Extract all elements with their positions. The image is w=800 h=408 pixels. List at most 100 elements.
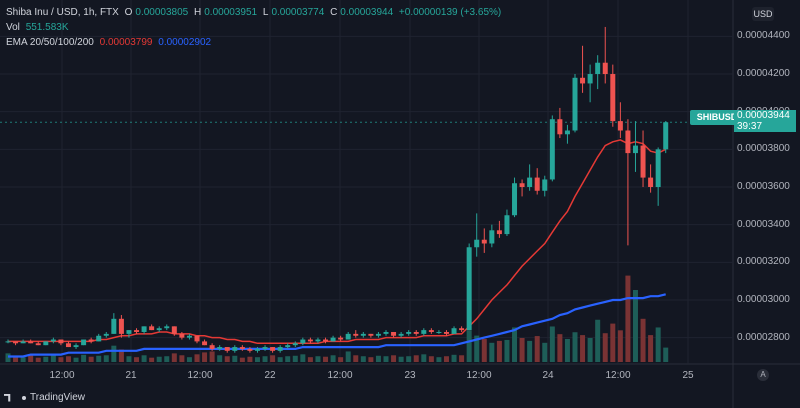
candle-body (504, 215, 510, 235)
volume-bar (73, 357, 79, 362)
candle-body (610, 74, 616, 122)
volume-legend[interactable]: Vol 551.583K (6, 21, 72, 34)
volume-bar (270, 355, 276, 362)
volume-bar (428, 356, 434, 362)
price-tick-label: 0.00003000 (737, 293, 790, 305)
volume-bar (353, 355, 359, 362)
candle-body (171, 326, 177, 334)
volume-bar (285, 356, 291, 362)
volume-bar (640, 318, 646, 362)
candle-body (43, 341, 49, 346)
candle-body (20, 341, 26, 344)
volume-bar (323, 356, 329, 362)
ema-red-value: 0.00003799 (99, 37, 153, 48)
plot-area (0, 0, 733, 364)
candle-body (428, 330, 434, 332)
ema-legend[interactable]: EMA 20/50/100/200 0.00003799 0.00002902 (6, 36, 214, 49)
volume-bar (118, 349, 124, 362)
volume-bar (217, 355, 223, 362)
candle-body (549, 119, 555, 180)
open-label: O (124, 7, 133, 18)
symbol-title[interactable]: Shiba Inu / USD, 1h, FTX (6, 7, 119, 18)
candle-body (186, 335, 192, 338)
candle-body (451, 328, 457, 334)
candle-body (65, 343, 71, 348)
candle-body (126, 330, 132, 334)
volume-bar (648, 335, 654, 362)
candle-body (368, 333, 374, 336)
volume-bar (443, 356, 449, 362)
candle-body (625, 130, 631, 154)
candle-body (542, 179, 548, 191)
volume-bar (375, 355, 381, 362)
candle-body (28, 341, 34, 344)
volume-bar (534, 336, 540, 362)
candle-body (436, 331, 442, 333)
candle-body (307, 339, 313, 342)
volume-bar (527, 340, 533, 362)
volume-bar (572, 332, 578, 362)
currency-unit-button[interactable]: USD (752, 7, 774, 21)
volume-bar (126, 356, 132, 362)
price-tick-label: 0.00003200 (737, 256, 790, 268)
volume-bar (564, 338, 570, 362)
candle-body (239, 347, 245, 349)
candle-body (202, 341, 208, 346)
candle-body (13, 341, 19, 344)
volume-bar (519, 338, 525, 362)
volume-bar (632, 290, 638, 362)
tradingview-logo-dot-icon (22, 395, 26, 400)
candle-body (512, 183, 518, 216)
candle-body (118, 318, 124, 334)
volume-bar (209, 351, 215, 362)
candle-body (406, 331, 412, 334)
volume-bar (134, 357, 140, 362)
candle-body (277, 347, 283, 351)
volume-bar (20, 357, 26, 362)
last-price-label: 0.00003944 39:37 (734, 110, 796, 132)
volume-bar (345, 351, 351, 362)
low-label: L (262, 7, 269, 18)
volume-bar (202, 352, 208, 362)
time-tick-label: 22 (264, 370, 276, 381)
volume-bar (239, 357, 245, 362)
close-label: C (330, 7, 338, 18)
high-label: H (194, 7, 202, 18)
price-tick-label: 0.00003400 (737, 218, 790, 230)
candle-body (587, 74, 593, 84)
volume-bar (164, 356, 170, 362)
volume-bar (307, 357, 313, 362)
candle-body (580, 77, 586, 84)
candle-body (557, 119, 563, 135)
volume-bar (81, 354, 87, 362)
ema-label: EMA 20/50/100/200 (6, 37, 94, 48)
candle-body (5, 341, 11, 343)
volume-bar (50, 354, 56, 362)
candle-body (134, 330, 140, 332)
auto-scale-button[interactable]: A (757, 369, 769, 381)
candle-body (58, 339, 64, 344)
volume-bar (489, 342, 495, 362)
symbol-tag: SHIBUSD (690, 110, 744, 125)
volume-bar (481, 338, 487, 362)
candle-body (194, 335, 200, 342)
ema-red-line (8, 139, 667, 345)
candle-body (519, 183, 525, 187)
tradingview-logo[interactable]: TradingView (4, 392, 85, 403)
time-tick-label: 24 (542, 370, 554, 381)
volume-bar (610, 323, 616, 362)
volume-bar (13, 356, 19, 362)
volume-bar (5, 353, 11, 362)
volume-bar (247, 356, 253, 362)
candle-body (73, 345, 79, 348)
candle-body (224, 347, 230, 351)
candle-body (156, 328, 162, 331)
volume-bar (512, 327, 518, 362)
tradingview-logo-text: TradingView (30, 392, 86, 403)
candle-body (474, 239, 480, 248)
volume-bar (58, 357, 64, 362)
volume-bar (300, 354, 306, 362)
candle-body (632, 145, 638, 154)
volume-bar (451, 354, 457, 362)
